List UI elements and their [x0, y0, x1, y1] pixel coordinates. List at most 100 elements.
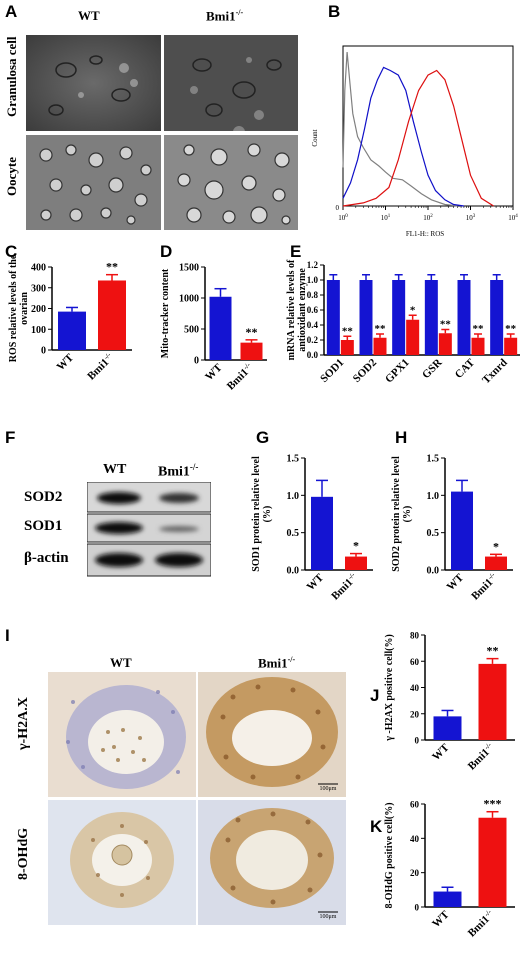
ihc-col-label-bmi1: Bmi1-/- [258, 655, 296, 671]
chart-H-xtick-label-0: WT [445, 571, 467, 593]
chart-C-ylabel: ROS relative levels of theovarian [8, 255, 30, 362]
chart-H-ytick-label-2: 1.0 [427, 491, 440, 502]
chart-H-ytick-label-3: 1.5 [427, 454, 440, 465]
panel-label-d: D [160, 242, 173, 261]
chart-K-sig-1: *** [484, 797, 502, 811]
chart-E-ytick-label-0: 0.0 [307, 350, 319, 360]
chart-b-series-0 [342, 51, 458, 207]
chart-C-xtick-label-1: Bmi1-/- [85, 350, 117, 382]
chart-H-sig-1: * [493, 539, 499, 553]
chart-K-xtick-label-0: WT [430, 908, 452, 930]
chart-b-series-2 [342, 69, 494, 207]
chart-G-bar-bmi1 [345, 556, 367, 570]
panel-label-e: E [290, 242, 302, 261]
chart-K-ytick-label-1: 20 [410, 868, 420, 878]
blot-col-label-bmi1: Bmi1-/- [158, 462, 199, 480]
chart-k-8ohdg-positive: 0 20 40 60 8-OHdG positive cell(%) WT *** Bmi1-… [384, 797, 515, 940]
chart-E-sig-5: ** [505, 323, 517, 335]
chart-G-bar-wt [311, 496, 333, 570]
chart-H-bar-bmi1 [485, 556, 507, 570]
chart-E-ytick-label-2: 0.4 [307, 320, 319, 330]
chart-K-bar-wt [433, 891, 462, 907]
chart-C-sig-1: ** [106, 260, 118, 274]
chart-b-xtick-label-2: 102 [423, 214, 433, 222]
chart-E-bar-gpx1-0 [392, 280, 406, 355]
chart-b-ytick: 0 [336, 204, 340, 212]
chart-C-ytick-label-4: 400 [31, 263, 46, 274]
chart-E-ylabel: mRNA relative levels ofantioxidant enzym… [286, 259, 308, 360]
chart-E-xtick-label-2: GPX1 [383, 357, 412, 386]
chart-D-ytick-label-2: 1000 [179, 294, 199, 305]
chart-E-sig-2: * [410, 304, 416, 316]
blot-row-label-actin: β-actin [24, 550, 69, 566]
row-label-granulosa: Granulosa cell [4, 36, 19, 117]
chart-C-bar-wt [58, 311, 86, 350]
chart-J-xtick-label-1: Bmi1-/- [465, 740, 497, 772]
panel-label-b: B [328, 2, 341, 21]
chart-K-xtick-label-1: Bmi1-/- [465, 907, 497, 939]
chart-b-ylabel: Count [311, 129, 319, 146]
chart-b-xlabel: FL1-H:: ROS [406, 230, 444, 238]
col-label-bmi1: Bmi1-/- [206, 8, 244, 24]
row-label-oocyte: Oocyte [4, 157, 19, 196]
chart-C-ytick-label-3: 300 [31, 283, 46, 294]
chart-E-bar-sod1-1 [340, 340, 354, 355]
panel-label-c: C [5, 242, 18, 261]
chart-G-ytick-label-0: 0.0 [287, 566, 300, 577]
panel-label-k: K [370, 817, 383, 836]
em-image-oocyte-bmi1 [164, 135, 298, 230]
chart-E-bar-sod1-0 [326, 280, 340, 355]
chart-J-ylabel: γ -H2AX positive cell(%) [384, 634, 395, 742]
chart-E-bar-sod2-1 [373, 337, 387, 355]
chart-D-bar-wt [209, 296, 232, 360]
em-image-granulosa-wt [26, 35, 161, 131]
panel-label-g: G [256, 428, 270, 447]
scale-bar-label-2: 100μm [320, 914, 337, 920]
western-blot-image [87, 482, 211, 577]
chart-H-xtick-label-1: Bmi1-/- [469, 570, 501, 602]
col-label-wt: WT [78, 8, 100, 23]
chart-E-ytick-label-3: 0.6 [307, 305, 319, 315]
chart-J-bar-bmi1 [478, 663, 507, 740]
chart-J-ytick-label-4: 80 [410, 631, 420, 641]
chart-b-xtick-label-3: 103 [466, 214, 476, 222]
chart-J-xtick-label-0: WT [430, 741, 452, 763]
chart-C-ytick-label-1: 100 [31, 325, 46, 336]
panel-label-a: A [5, 2, 18, 21]
chart-E-bar-cat-1 [471, 337, 485, 355]
chart-G-ytick-label-3: 1.5 [287, 454, 300, 465]
panel-label-j: J [370, 686, 380, 705]
chart-J-bar-wt [433, 716, 462, 740]
chart-C-ytick-label-2: 200 [31, 304, 46, 315]
chart-E-bar-sod2-0 [359, 280, 373, 355]
chart-j-h2ax-positive: 0 20 40 60 80 γ -H2AX positive cell(%) WT ** Bmi… [384, 631, 515, 773]
chart-E-xtick-label-1: SOD2 [351, 356, 380, 385]
chart-D-xtick-label-1: Bmi1-/- [224, 360, 256, 390]
chart-C-bar-bmi1 [98, 280, 126, 350]
chart-E-sig-0: ** [342, 325, 354, 337]
chart-J-ytick-label-1: 20 [410, 709, 420, 719]
chart-D-ytick-label-1: 500 [184, 325, 199, 336]
chart-C-xtick-label-0: WT [55, 351, 77, 373]
chart-E-ytick-label-1: 0.2 [307, 335, 319, 345]
chart-J-sig-1: ** [487, 644, 499, 658]
panel-label-f: F [5, 428, 16, 447]
chart-H-ytick-label-1: 0.5 [427, 528, 440, 539]
chart-D-ylabel: Mito-tracker content [160, 268, 171, 358]
chart-G-ytick-label-1: 0.5 [287, 528, 300, 539]
chart-E-ytick-label-5: 1.0 [307, 275, 319, 285]
chart-E-xtick-label-5: Txnrd [480, 357, 510, 387]
ihc-image-h2ax-bmi1: 100μm [198, 672, 346, 797]
blot-row-label-sod1: SOD1 [24, 518, 63, 534]
chart-K-ytick-label-0: 0 [415, 903, 420, 913]
em-image-granulosa-bmi1 [164, 35, 298, 131]
blot-row-label-sod2: SOD2 [24, 489, 63, 505]
chart-E-ytick-label-6: 1.2 [307, 260, 319, 270]
chart-H-ytick-label-0: 0.0 [427, 566, 440, 577]
ihc-row-label-8ohdg: 8-OHdG [16, 827, 31, 880]
chart-H-ylabel: SOD2 protein relative level(%) [391, 456, 413, 572]
chart-G-xtick-label-1: Bmi1-/- [329, 570, 361, 602]
chart-D-ytick-label-3: 1500 [179, 263, 199, 274]
